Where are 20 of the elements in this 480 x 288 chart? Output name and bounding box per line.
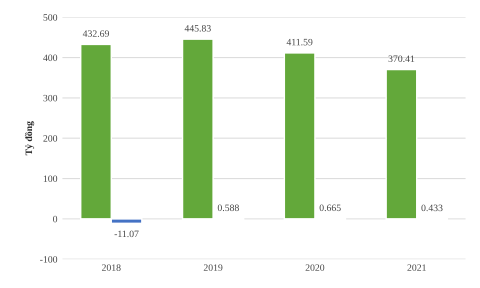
x-tick-label: 2018 <box>102 264 121 271</box>
y-tick-label: 400 <box>43 54 58 62</box>
data-label: 411.59 <box>286 38 312 46</box>
y-tick-label: 300 <box>43 94 58 102</box>
data-label: 0.433 <box>421 204 443 212</box>
data-label: 0.588 <box>218 204 239 212</box>
data-label: -11.07 <box>114 230 139 238</box>
y-tick-label: 0 <box>53 216 58 222</box>
x-tick-label: 2020 <box>306 264 324 271</box>
x-tick-label: 2021 <box>407 264 426 271</box>
data-label: 432.69 <box>82 30 109 37</box>
y-tick-label: 100 <box>44 175 58 182</box>
y-tick-label: 200 <box>43 135 58 142</box>
x-tick-label: 2019 <box>204 264 222 271</box>
data-label: 0.665 <box>320 204 341 212</box>
y-tick-label: 500 <box>44 14 58 21</box>
y-tick-label: -100 <box>40 256 58 263</box>
y-axis-title: Tỷ đồng <box>24 121 34 156</box>
data-label: 370.41 <box>388 55 414 62</box>
data-label: 445.83 <box>184 25 211 32</box>
